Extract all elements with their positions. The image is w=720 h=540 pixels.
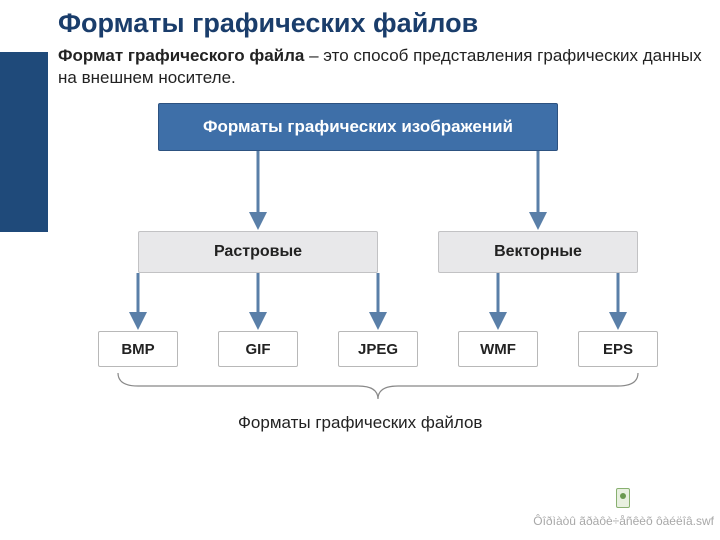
brace-caption: Форматы графических файлов xyxy=(238,413,482,433)
main-content: Форматы графических файлов Формат графич… xyxy=(58,8,708,483)
mid-label: Растровые xyxy=(214,243,302,261)
page-title: Форматы графических файлов xyxy=(58,8,708,39)
leaf-label: WMF xyxy=(480,341,516,358)
flash-icon xyxy=(616,488,630,508)
mid-node: Растровые xyxy=(138,231,378,273)
leaf-label: JPEG xyxy=(358,341,398,358)
mid-node: Векторные xyxy=(438,231,638,273)
root-label: Форматы графических изображений xyxy=(203,117,513,137)
leaf-label: EPS xyxy=(603,341,633,358)
leaf-label: BMP xyxy=(121,341,154,358)
mid-label: Векторные xyxy=(494,243,582,261)
root-node: Форматы графических изображений xyxy=(158,103,558,151)
leaf-node: JPEG xyxy=(338,331,418,367)
leaf-node: WMF xyxy=(458,331,538,367)
leaf-node: GIF xyxy=(218,331,298,367)
footer-filename: Ôîðìàòû ãðàôè÷åñêèõ ôàéëîâ.swf xyxy=(533,514,714,528)
leaf-node: EPS xyxy=(578,331,658,367)
description-bold: Формат графического файла xyxy=(58,46,304,65)
sidebar-accent xyxy=(0,52,48,232)
description: Формат графического файла – это способ п… xyxy=(58,45,708,89)
leaf-label: GIF xyxy=(246,341,271,358)
leaf-node: BMP xyxy=(98,331,178,367)
hierarchy-diagram: Форматы графических изображений Растровы… xyxy=(58,103,698,483)
